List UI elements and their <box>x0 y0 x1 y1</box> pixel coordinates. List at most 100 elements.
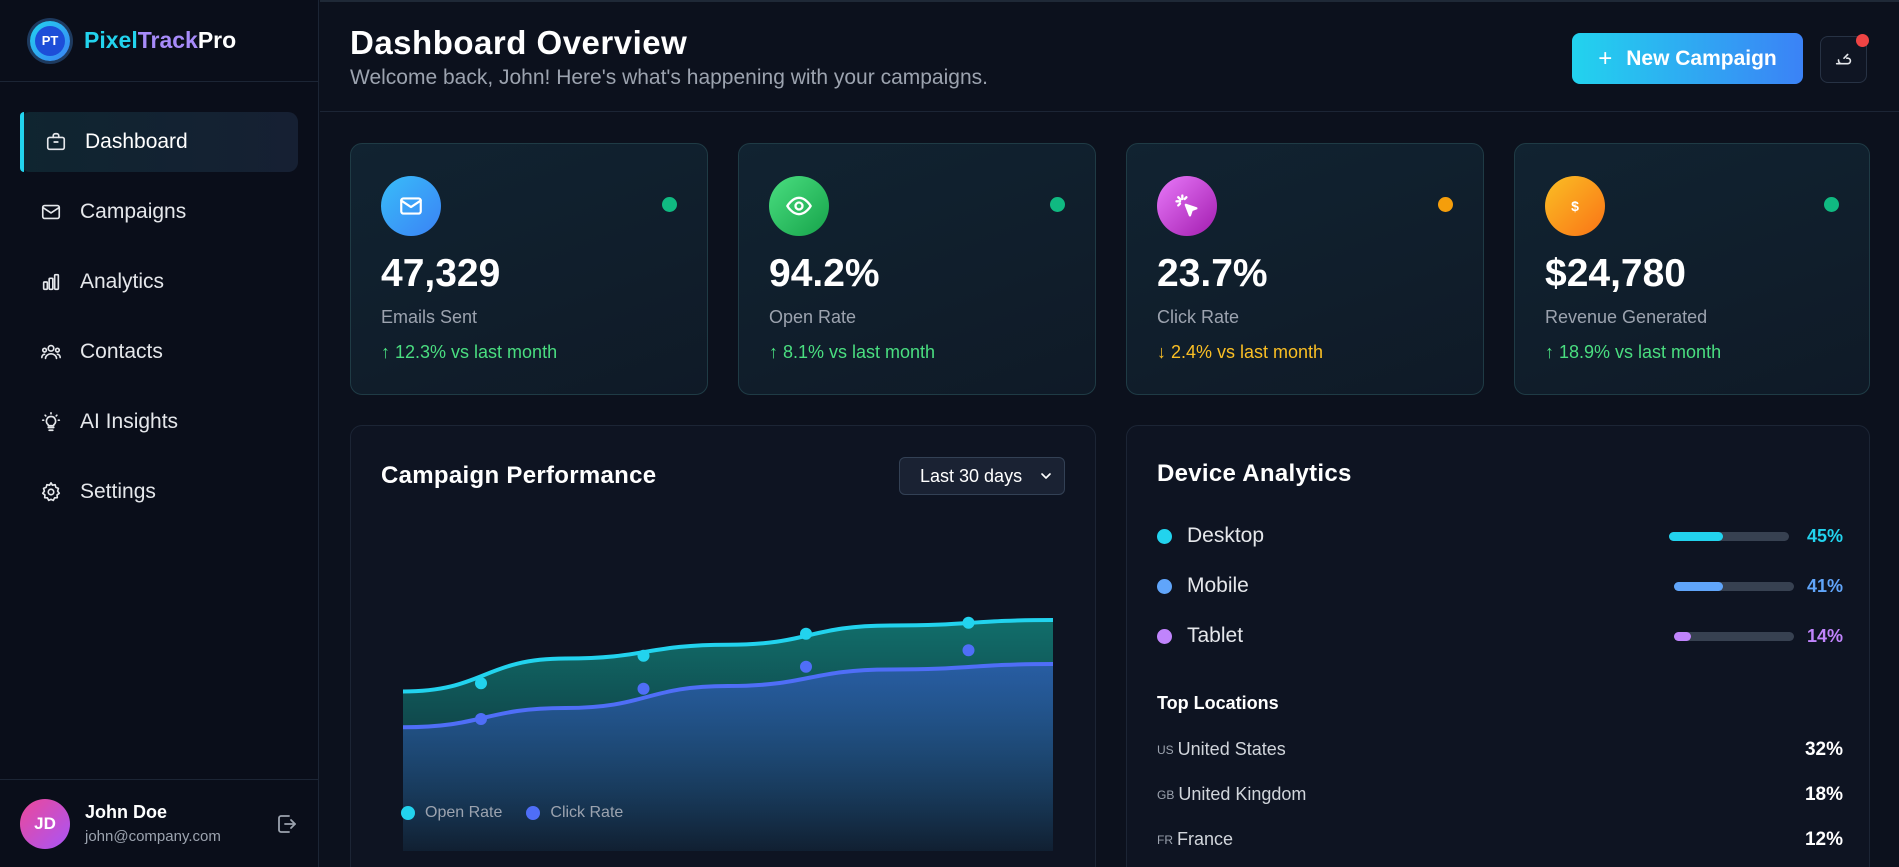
device-dot <box>1157 578 1172 594</box>
stat-delta: ↓ 2.4% vs last month <box>1157 342 1324 362</box>
data-point[interactable] <box>637 649 650 662</box>
stat-card-open-rate[interactable]: 94.2% Open Rate ↑ 8.1% vs last month <box>738 143 1096 395</box>
date-range-select[interactable]: Last 30 days <box>899 457 1065 495</box>
brand-name: PixelTrackPro <box>84 27 236 54</box>
stat-delta: ↑ 8.1% vs last month <box>769 342 936 362</box>
stat-card-emails-sent[interactable]: 47,329 Emails Sent ↑ 12.3% vs last month <box>350 143 708 395</box>
campaign-performance-panel: Campaign Performance Last 30 days Open R… <box>350 425 1096 867</box>
data-point[interactable] <box>475 677 487 690</box>
location-row: FR France 12% <box>1157 829 1843 850</box>
legend-item-open-rate: Open Rate <box>401 804 502 822</box>
data-point[interactable] <box>962 616 975 629</box>
campaign-performance-chart <box>402 616 1054 851</box>
page-title: Dashboard Overview <box>350 24 688 61</box>
series-area-1 <box>403 664 1053 851</box>
stat-value: 94.2% <box>769 252 880 295</box>
device-percent: 45% <box>1806 525 1843 546</box>
legend-label: Open Rate <box>425 804 503 821</box>
dollar-icon: $ <box>1545 176 1605 236</box>
location-name: United Kingdom <box>1178 784 1307 804</box>
users-icon <box>41 344 61 360</box>
stat-label: Emails Sent <box>381 307 478 327</box>
device-progress-fill <box>1669 531 1723 541</box>
sidebar-item-analytics[interactable]: Analytics <box>20 252 298 312</box>
new-campaign-button[interactable]: + New Campaign <box>1572 33 1803 84</box>
location-name: United States <box>1177 739 1286 759</box>
data-point[interactable] <box>637 682 650 695</box>
sidebar-item-settings[interactable]: Settings <box>20 462 298 522</box>
page-subtitle: Welcome back, John! Here's what's happen… <box>350 66 988 89</box>
sidebar-item-label: Analytics <box>80 270 165 293</box>
device-name: Mobile <box>1187 574 1249 597</box>
sidebar-item-label: Contacts <box>80 340 163 363</box>
sidebar-item-dashboard[interactable]: Dashboard <box>20 112 298 172</box>
location-percent: 12% <box>1804 828 1843 850</box>
device-name: Desktop <box>1187 524 1265 547</box>
location-row: US United States 32% <box>1157 739 1843 760</box>
sidebar-item-campaigns[interactable]: Campaigns <box>20 182 298 242</box>
sidebar-item-contacts[interactable]: Contacts <box>20 322 298 382</box>
status-indicator <box>1438 197 1453 212</box>
notification-icon <box>1835 53 1851 64</box>
data-point[interactable] <box>800 660 812 673</box>
page-header: Dashboard Overview Welcome back, John! H… <box>320 0 1899 112</box>
stat-value: $24,780 <box>1545 252 1686 295</box>
country-code: FR <box>1157 832 1173 847</box>
panel-title: Campaign Performance <box>381 462 657 489</box>
device-dot <box>1157 528 1172 544</box>
legend-item-click-rate: Click Rate <box>526 804 623 822</box>
data-point[interactable] <box>962 644 975 657</box>
stat-delta: ↑ 12.3% vs last month <box>381 342 558 362</box>
stat-card-click-rate[interactable]: 23.7% Click Rate ↓ 2.4% vs last month <box>1126 143 1484 395</box>
device-row-mobile: Mobile 41% <box>1157 571 1843 601</box>
sidebar-item-ai-insights[interactable]: AI Insights <box>20 392 298 452</box>
status-indicator <box>1824 197 1839 212</box>
legend-label: Click Rate <box>550 804 624 821</box>
sidebar-item-label: AI Insights <box>80 410 179 433</box>
series-line-0 <box>402 618 1054 694</box>
chevron-down-icon <box>1041 473 1051 479</box>
data-point[interactable] <box>475 713 487 725</box>
user-profile: JD John Doe john@company.com <box>0 779 319 867</box>
eye-icon <box>769 176 829 236</box>
stat-value: 47,329 <box>381 252 501 295</box>
series-line-1 <box>402 662 1054 730</box>
stat-label: Click Rate <box>1157 307 1240 327</box>
sidebar-item-label: Dashboard <box>85 130 188 153</box>
mail-icon <box>41 204 61 220</box>
avatar[interactable]: JD <box>20 798 70 849</box>
device-dot <box>1157 628 1172 644</box>
data-point[interactable] <box>800 627 812 640</box>
mail-icon <box>381 176 441 236</box>
logout-icon[interactable] <box>275 812 299 836</box>
sidebar-item-label: Campaigns <box>80 200 187 223</box>
plus-icon: + <box>1598 44 1613 72</box>
brand-logo-initials: PT <box>35 25 65 56</box>
briefcase-icon <box>46 132 66 151</box>
device-row-tablet: Tablet 14% <box>1157 621 1843 651</box>
device-percent: 41% <box>1806 575 1843 596</box>
device-progress-fill <box>1674 581 1724 591</box>
stat-card-revenue[interactable]: $ $24,780 Revenue Generated ↑ 18.9% vs l… <box>1514 143 1870 395</box>
new-campaign-label: New Campaign <box>1626 46 1777 70</box>
sidebar-item-label: Settings <box>80 480 156 503</box>
user-email: john@company.com <box>85 828 221 845</box>
brand-name-part2: Track <box>137 27 198 53</box>
device-progress-track <box>1674 631 1794 641</box>
top-locations-title: Top Locations <box>1157 693 1279 713</box>
sidebar: PT PixelTrackPro Dashboard Campaigns Ana… <box>0 0 319 867</box>
lightbulb-icon <box>41 412 61 432</box>
panel-title: Device Analytics <box>1157 460 1352 487</box>
gear-icon <box>41 482 61 502</box>
device-name: Tablet <box>1187 624 1244 647</box>
legend-swatch <box>401 806 415 820</box>
location-percent: 18% <box>1804 783 1843 805</box>
country-code: GB <box>1157 787 1175 802</box>
stat-delta: ↑ 18.9% vs last month <box>1545 342 1722 362</box>
user-info: John Doe john@company.com <box>85 802 221 845</box>
device-row-desktop: Desktop 45% <box>1157 521 1843 551</box>
notification-button[interactable] <box>1820 34 1869 83</box>
stat-label: Open Rate <box>769 307 857 327</box>
brand[interactable]: PT PixelTrackPro <box>0 0 318 82</box>
device-progress-track <box>1669 531 1789 541</box>
